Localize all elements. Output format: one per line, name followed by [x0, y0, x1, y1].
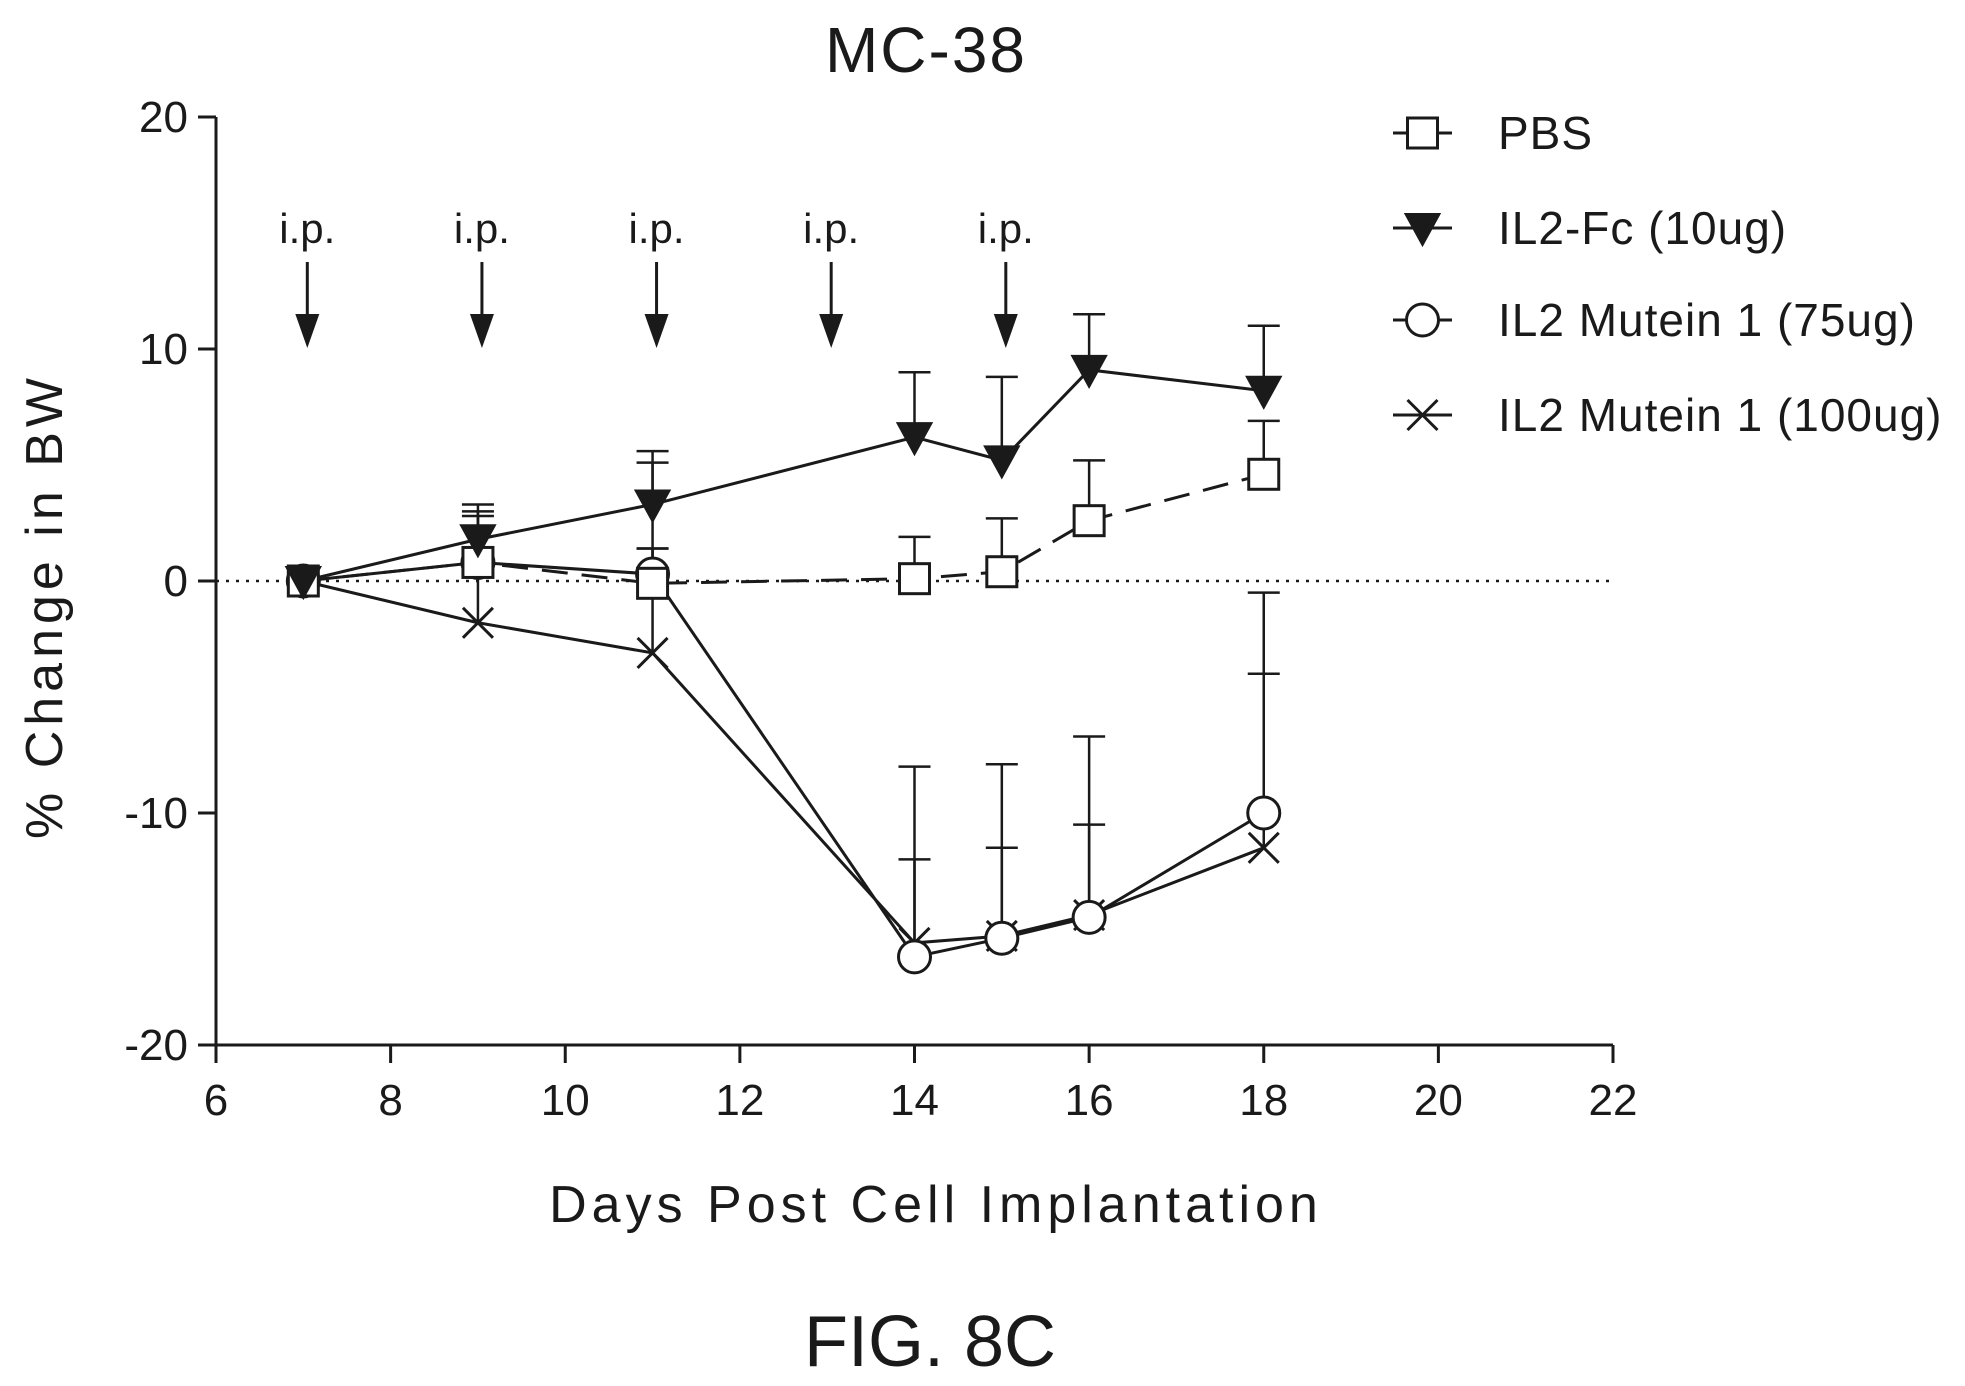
dosing-label: i.p.: [803, 205, 859, 252]
data-point: [459, 524, 497, 559]
figure-label: FIG. 8C: [804, 1302, 1056, 1382]
x-tick-label: 16: [1065, 1076, 1114, 1125]
legend-marker: [1406, 398, 1439, 432]
data-point: [636, 566, 670, 600]
data-point: [897, 939, 932, 975]
dosing-label: i.p.: [978, 205, 1034, 252]
legend: PBS IL2-Fc (10ug) IL2 Mutein 1 (75ug) IL2 M…: [1393, 107, 1943, 441]
series-line: [303, 472, 1265, 585]
y-tick-label: 10: [139, 325, 188, 374]
dosing-label: i.p.: [629, 205, 685, 252]
data-point: [983, 445, 1021, 480]
y-tick-label: -20: [124, 1021, 188, 1070]
dosing-label: i.p.: [279, 205, 335, 252]
dosing-arrow-head: [644, 314, 669, 348]
dosing-arrow-head: [295, 314, 320, 348]
legend-marker: [1403, 213, 1442, 248]
y-tick-label: -10: [124, 789, 188, 838]
data-point: [461, 606, 494, 639]
x-tick-label: 10: [541, 1076, 590, 1125]
x-tick-label: 8: [378, 1076, 402, 1125]
data-point: [284, 566, 323, 601]
x-tick-label: 20: [1414, 1076, 1463, 1125]
data-point: [1071, 899, 1107, 935]
legend-label: IL2 Mutein 1 (75ug): [1498, 294, 1916, 346]
data-point: [898, 562, 931, 596]
legend-marker: [1405, 302, 1440, 338]
y-tick-label: 20: [139, 93, 188, 142]
legend-marker: [1406, 116, 1439, 150]
data-point: [895, 422, 934, 457]
data-point: [1070, 354, 1108, 389]
data-point: [1247, 831, 1280, 864]
dosing-label: i.p.: [454, 205, 510, 252]
chart-title: MC-38: [825, 14, 1027, 86]
legend-label: IL2 Mutein 1 (100ug): [1498, 389, 1943, 441]
data-point: [1245, 375, 1283, 410]
dosing-arrow-head: [469, 314, 494, 348]
x-tick-label: 6: [204, 1076, 228, 1125]
legend-label: PBS: [1498, 107, 1593, 159]
series-line: [303, 560, 1265, 959]
x-tick-label: 12: [715, 1076, 764, 1125]
data-point: [633, 489, 672, 524]
data-point: [636, 636, 669, 669]
series-line: [302, 579, 1265, 945]
dosing-annotations: i.p. i.p. i.p. i.p. i.p.: [279, 205, 1034, 348]
data-point: [1247, 457, 1281, 491]
plot-area: -20 -10 0 10 20 6 8 10 12 14 16 18 20 22: [124, 93, 1637, 1125]
x-tick-label: 22: [1589, 1076, 1638, 1125]
legend-label: IL2-Fc (10ug): [1498, 202, 1787, 254]
data-point: [1246, 795, 1282, 831]
data-point: [984, 920, 1020, 956]
y-axis-title: % Change in BW: [16, 373, 74, 839]
series-line: [302, 368, 1264, 583]
x-tick-label: 18: [1239, 1076, 1288, 1125]
dosing-arrow-head: [819, 314, 844, 348]
data-point: [985, 555, 1019, 589]
y-tick-label: 0: [164, 557, 188, 606]
data-point: [1072, 504, 1106, 538]
dosing-arrow-head: [993, 314, 1018, 348]
x-axis-title: Days Post Cell Implantation: [549, 1176, 1323, 1234]
x-tick-label: 14: [890, 1076, 939, 1125]
